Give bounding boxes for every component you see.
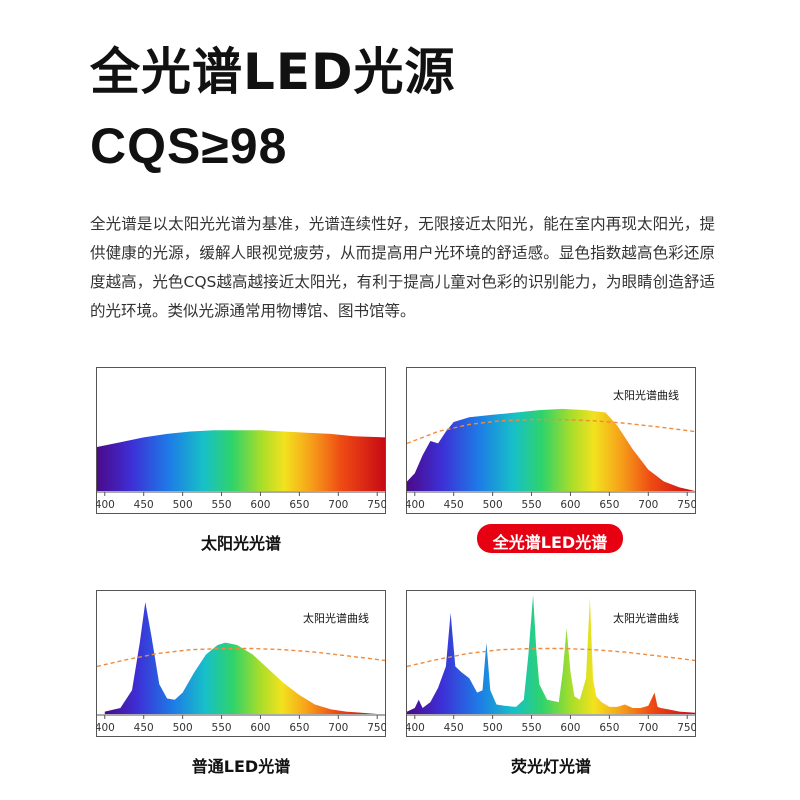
x-tick-label: 450 [444,499,464,511]
x-tick-label: 600 [250,722,270,734]
chart-sunlight: 400 450 500 550 600 650 700 750 [96,367,386,514]
x-tick-label: 700 [638,722,658,734]
x-tick-label: 500 [173,499,193,511]
chart-full-spectrum-led: 太阳光谱曲线 400 450 500 550 600 650 700 750 [406,367,696,514]
x-tick-label: 400 [96,499,115,511]
chart-svg: 太阳光谱曲线 400 450 500 550 600 650 700 750 [406,590,696,737]
sunlight-reference-curve [96,647,386,668]
x-tick-label: 650 [289,722,309,734]
reference-curve-label: 太阳光谱曲线 [613,388,679,402]
x-tick-label: 650 [289,499,309,511]
x-tick-label: 600 [250,499,270,511]
caption-sunlight: 太阳光光谱 [200,534,281,553]
x-tick-label: 450 [134,499,154,511]
x-tick-label: 750 [677,722,696,734]
x-tick-label: 550 [522,499,542,511]
x-tick-label: 450 [444,722,464,734]
spectrum-area [407,408,695,491]
caption-fluorescent: 荧光灯光谱 [510,757,591,776]
chart-svg: 太阳光谱曲线 400 450 500 550 600 650 700 750 [96,590,386,737]
caption-full-spectrum-led: 全光谱LED光谱 [492,533,608,552]
sunlight-reference-curve [406,418,696,445]
x-tick-label: 500 [483,722,503,734]
x-tick-label: 550 [212,722,232,734]
description-text: 全光谱是以太阳光光谱为基准，光谱连续性好，无限接近太阳光，能在室内再现太阳光，提… [90,215,715,320]
spectrum-area [104,602,378,714]
x-tick-label: 400 [406,499,425,511]
reference-curve-label: 太阳光谱曲线 [613,611,679,625]
spectrum-area [407,595,695,714]
page-title: 全光谱LED光源 [90,43,456,101]
x-tick-label: 600 [560,499,580,511]
reference-curve-label: 太阳光谱曲线 [303,611,369,625]
page-subtitle: CQS≥98 [90,118,288,174]
x-tick-label: 500 [173,722,193,734]
caption-badge-bg [477,524,623,553]
x-tick-label: 400 [96,722,115,734]
chart-fluorescent: 太阳光谱曲线 400 450 500 550 600 650 700 750 [406,590,696,737]
x-tick-label: 750 [367,722,386,734]
x-tick-label: 650 [599,722,619,734]
x-tick-label: 450 [134,722,154,734]
chart-svg: 400 450 500 550 600 650 700 750 [96,367,386,514]
x-tick-label: 400 [406,722,425,734]
spectrum-area [97,430,385,491]
x-tick-label: 500 [483,499,503,511]
x-tick-label: 650 [599,499,619,511]
x-tick-label: 700 [328,722,348,734]
x-tick-label: 550 [522,722,542,734]
x-tick-label: 600 [560,722,580,734]
x-tick-label: 750 [677,499,696,511]
x-tick-label: 750 [367,499,386,511]
x-tick-label: 700 [328,499,348,511]
x-tick-label: 550 [212,499,232,511]
chart-normal-led: 太阳光谱曲线 400 450 500 550 600 650 700 750 [96,590,386,737]
x-tick-label: 700 [638,499,658,511]
caption-normal-led: 普通LED光谱 [191,757,291,776]
chart-svg: 太阳光谱曲线 400 450 500 550 600 650 700 750 [406,367,696,514]
sunlight-reference-curve [406,647,696,668]
